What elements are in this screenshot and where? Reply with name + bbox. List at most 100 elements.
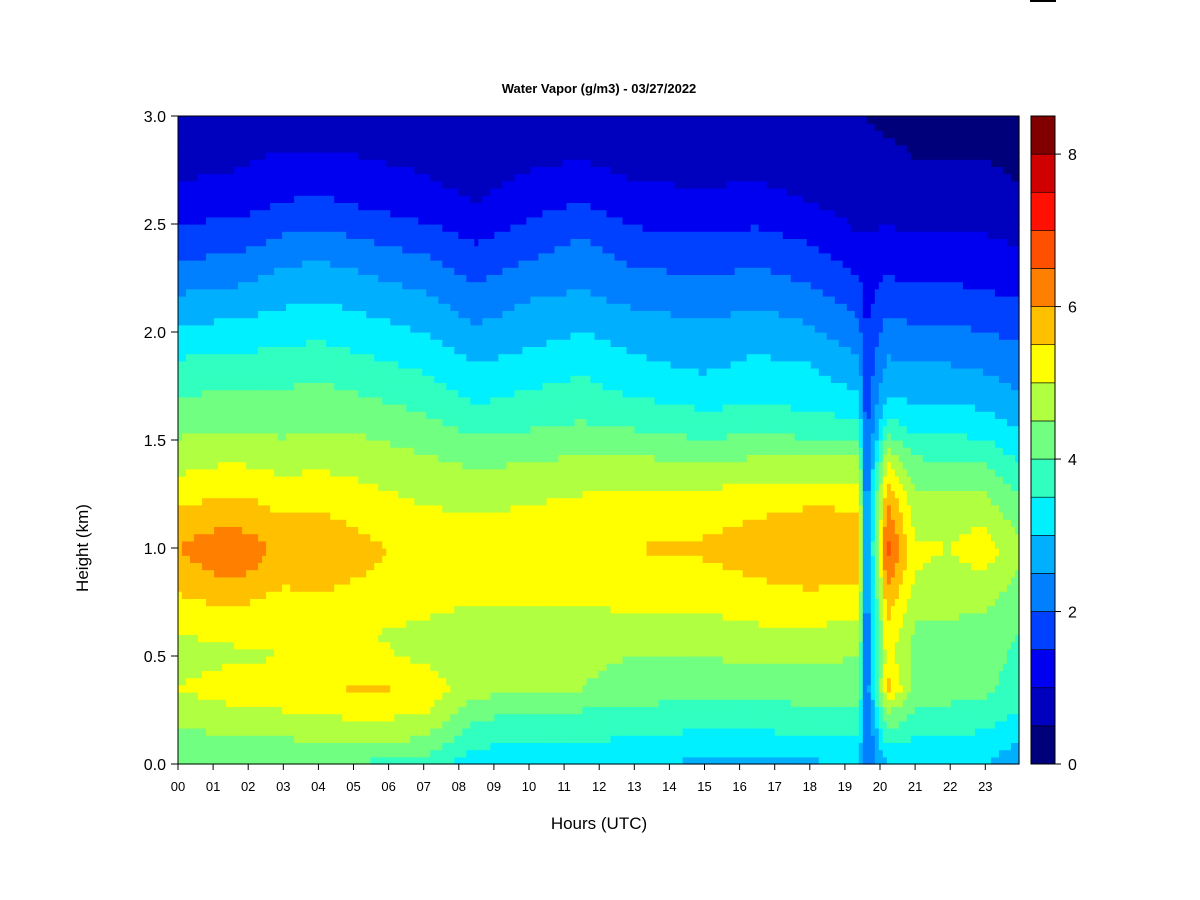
heatmap-cell (222, 353, 227, 362)
heatmap-cell (266, 540, 271, 549)
heatmap-cell (390, 677, 395, 686)
heatmap-cell (238, 648, 243, 657)
heatmap-cell (390, 605, 395, 614)
heatmap-cell (350, 620, 355, 628)
heatmap-cell (370, 598, 375, 607)
heatmap-cell (370, 281, 375, 290)
heatmap-cell (350, 526, 355, 535)
heatmap-cell (182, 692, 187, 700)
heatmap-cell (374, 461, 379, 470)
heatmap-cell (306, 209, 311, 218)
heatmap-cell (302, 720, 307, 729)
heatmap-cell (334, 310, 339, 319)
heatmap-cell (386, 411, 391, 419)
heatmap-cell (230, 260, 235, 268)
heatmap-cell (282, 317, 287, 326)
heatmap-cell (274, 447, 279, 455)
heatmap-cell (206, 368, 211, 376)
heatmap-cell (382, 742, 387, 751)
heatmap-cell (206, 296, 211, 304)
heatmap-cell (242, 692, 247, 700)
heatmap-cell (294, 684, 299, 693)
heatmap-cell (354, 476, 359, 484)
heatmap-cell (342, 648, 347, 657)
heatmap-cell (266, 260, 271, 268)
heatmap-cell (210, 260, 215, 268)
heatmap-cell (234, 670, 239, 679)
heatmap-cell (318, 245, 323, 254)
heatmap-cell (214, 584, 219, 592)
heatmap-cell (382, 303, 387, 311)
heatmap-cell (326, 180, 331, 189)
heatmap-cell (350, 382, 355, 391)
heatmap-cell (378, 490, 383, 499)
heatmap-cell (350, 296, 355, 304)
heatmap-cell (198, 569, 203, 578)
heatmap-cell (198, 231, 203, 239)
heatmap-cell (230, 483, 235, 491)
heatmap-cell (246, 533, 251, 542)
heatmap-cell (374, 627, 379, 635)
heatmap-cell (246, 123, 251, 131)
heatmap-cell (282, 231, 287, 239)
heatmap-cell (214, 447, 219, 455)
heatmap-cell (374, 159, 379, 167)
heatmap-cell (398, 742, 403, 751)
heatmap-cell (226, 195, 231, 203)
heatmap-cell (230, 620, 235, 628)
heatmap-cell (382, 116, 387, 124)
heatmap-cell (206, 468, 211, 477)
heatmap-cell (178, 231, 183, 239)
heatmap-cell (318, 188, 323, 196)
heatmap-cell (218, 180, 223, 189)
heatmap-cell (298, 432, 303, 441)
heatmap-cell (274, 130, 279, 139)
heatmap-cell (242, 173, 247, 182)
heatmap-cell (318, 648, 323, 657)
heatmap-cell (270, 720, 275, 729)
heatmap-cell (242, 195, 247, 203)
heatmap-cell (266, 152, 271, 160)
heatmap-cell (242, 360, 247, 369)
heatmap-cell (334, 720, 339, 729)
heatmap-cell (382, 605, 387, 614)
heatmap-cell (366, 195, 371, 203)
heatmap-cell (278, 137, 283, 146)
heatmap-cell (338, 188, 343, 196)
heatmap-cell (362, 267, 367, 275)
heatmap-cell (258, 562, 263, 571)
heatmap-cell (218, 490, 223, 499)
heatmap-cell (246, 411, 251, 419)
heatmap-cell (210, 368, 215, 376)
heatmap-cell (310, 440, 315, 448)
heatmap-cell (210, 627, 215, 635)
heatmap-cell (190, 425, 195, 434)
heatmap-cell (242, 425, 247, 434)
heatmap-cell (222, 476, 227, 484)
heatmap-cell (294, 483, 299, 491)
heatmap-cell (270, 677, 275, 686)
heatmap-cell (250, 728, 255, 736)
heatmap-cell (274, 591, 279, 599)
heatmap-cell (258, 569, 263, 578)
heatmap-cell (214, 404, 219, 412)
heatmap-cell (338, 339, 343, 347)
heatmap-cell (206, 512, 211, 520)
heatmap-cell (306, 396, 311, 405)
heatmap-cell (190, 692, 195, 700)
heatmap-cell (226, 742, 231, 751)
heatmap-cell (222, 598, 227, 607)
heatmap-cell (382, 267, 387, 275)
heatmap-cell (378, 526, 383, 535)
heatmap-cell (282, 375, 287, 383)
heatmap-cell (286, 497, 291, 506)
heatmap-cell (354, 231, 359, 239)
heatmap-cell (378, 360, 383, 369)
heatmap-cell (334, 130, 339, 139)
heatmap-cell (350, 656, 355, 664)
heatmap-cell (382, 202, 387, 211)
heatmap-cell (230, 476, 235, 484)
heatmap-cell (254, 634, 259, 643)
heatmap-cell (310, 260, 315, 268)
heatmap-cell (254, 418, 259, 427)
